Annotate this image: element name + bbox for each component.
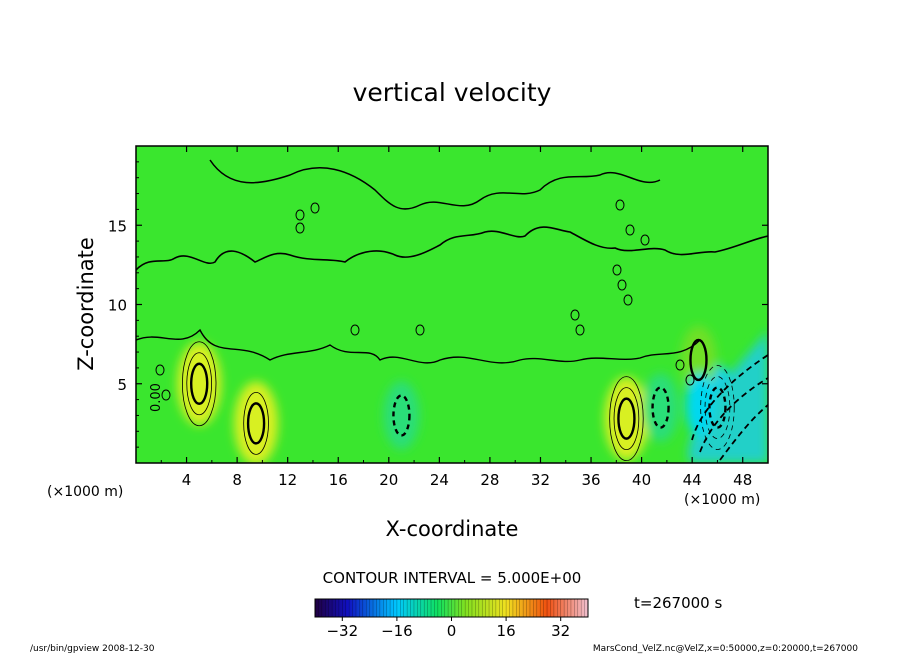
lower-contour bbox=[136, 328, 701, 364]
field-blob bbox=[642, 373, 679, 442]
plot-area bbox=[136, 146, 768, 463]
feature-contour bbox=[708, 386, 727, 429]
downdraft-contour bbox=[691, 354, 768, 441]
y-tick-label: 5 bbox=[117, 376, 127, 394]
colorbar-tick-label: −16 bbox=[381, 622, 413, 640]
small-contour bbox=[623, 294, 633, 306]
small-contour bbox=[350, 324, 360, 336]
small-contour bbox=[570, 309, 580, 321]
colorbar-tick-label: 16 bbox=[497, 622, 516, 640]
zero-contour bbox=[136, 226, 768, 271]
field-blob bbox=[234, 381, 279, 463]
feature-contour bbox=[613, 387, 640, 451]
small-contour bbox=[615, 199, 625, 211]
x-axis-unit-left: (×1000 m) bbox=[47, 484, 123, 500]
footer-right: MarsCond_VelZ.nc@VelZ,x=0:50000,z=0:2000… bbox=[593, 644, 858, 654]
x-tick-label: 44 bbox=[683, 471, 702, 489]
feature-contour bbox=[651, 386, 670, 429]
feature-contour bbox=[246, 402, 266, 445]
small-contour bbox=[640, 234, 650, 246]
feature-contour bbox=[189, 362, 209, 405]
small-contour bbox=[295, 222, 305, 234]
feature-contour bbox=[689, 338, 708, 382]
small-contour bbox=[617, 279, 627, 291]
x-tick-label: 48 bbox=[733, 471, 752, 489]
small-contour bbox=[295, 209, 305, 221]
downdraft-contour bbox=[699, 377, 768, 453]
small-contour bbox=[161, 389, 171, 401]
x-tick-label: 4 bbox=[182, 471, 192, 489]
field-blob bbox=[177, 341, 222, 426]
x-axis: 4 8 12 16 20 24 28 32 36 40 44 48 bbox=[160, 146, 752, 489]
x-axis-label: X-coordinate bbox=[386, 517, 519, 541]
small-contour bbox=[415, 324, 425, 336]
contour-label: 0.00 bbox=[149, 383, 164, 412]
feature-contour bbox=[609, 376, 644, 462]
y-tick-label: 15 bbox=[108, 217, 127, 235]
field-blob bbox=[383, 381, 420, 450]
x-tick-label: 36 bbox=[581, 471, 600, 489]
small-contour bbox=[575, 324, 585, 336]
y-axis: 5 10 15 bbox=[108, 161, 768, 448]
feature-contour bbox=[186, 352, 213, 416]
footer-left: /usr/bin/gpview 2008-12-30 bbox=[30, 644, 155, 654]
colorbar-ticks: −32 −16 0 16 32 bbox=[326, 617, 570, 640]
small-contour bbox=[625, 224, 635, 236]
x-tick-label: 32 bbox=[531, 471, 550, 489]
upper-contour bbox=[209, 159, 661, 210]
x-tick-label: 16 bbox=[329, 471, 348, 489]
colorbar-tick-label: 32 bbox=[551, 622, 570, 640]
x-tick-label: 8 bbox=[232, 471, 242, 489]
y-tick-label: 10 bbox=[108, 297, 127, 315]
x-tick-label: 24 bbox=[430, 471, 449, 489]
contour-interval-text: CONTOUR INTERVAL = 5.000E+00 bbox=[323, 569, 582, 587]
feature-contour bbox=[617, 397, 636, 440]
x-tick-label: 40 bbox=[632, 471, 651, 489]
colorbar-tick-label: −32 bbox=[326, 622, 358, 640]
x-tick-label: 28 bbox=[480, 471, 499, 489]
chart-title: vertical velocity bbox=[353, 78, 552, 107]
colorbar-tick-label: 0 bbox=[447, 622, 457, 640]
feature-contour bbox=[700, 365, 735, 450]
small-contour bbox=[685, 374, 695, 386]
downdraft-core bbox=[686, 373, 714, 437]
field-blob bbox=[680, 325, 717, 395]
field-blob bbox=[604, 376, 649, 461]
x-axis-unit-right: (×1000 m) bbox=[684, 492, 760, 508]
y-axis-label: Z-coordinate bbox=[74, 237, 98, 371]
small-contour bbox=[310, 202, 320, 214]
small-contour bbox=[612, 264, 622, 276]
small-contour bbox=[675, 359, 685, 371]
feature-contour bbox=[392, 394, 411, 437]
time-text: t=267000 s bbox=[634, 594, 722, 612]
x-tick-label: 12 bbox=[278, 471, 297, 489]
small-contour bbox=[155, 364, 165, 376]
feature-contour bbox=[181, 341, 217, 427]
colorbar-stripes bbox=[318, 599, 585, 617]
x-tick-label: 20 bbox=[379, 471, 398, 489]
feature-contour bbox=[243, 391, 269, 455]
